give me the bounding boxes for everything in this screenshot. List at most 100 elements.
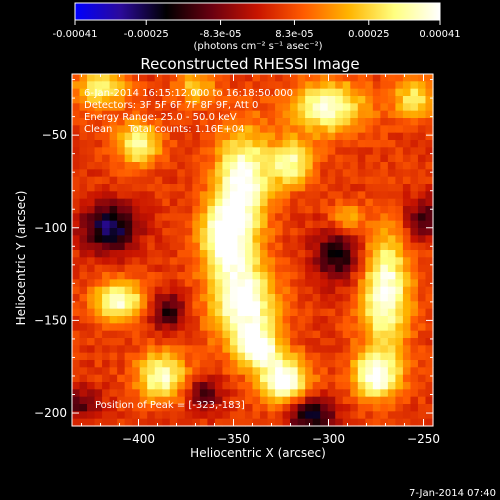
heatmap-cell xyxy=(357,198,366,207)
heatmap-cell xyxy=(154,396,163,405)
heatmap-cell xyxy=(275,132,284,141)
heatmap-cell xyxy=(229,220,239,229)
heatmap-cell xyxy=(222,264,231,273)
heatmap-cell xyxy=(199,220,208,229)
heatmap-cell xyxy=(244,206,254,214)
heatmap-cell xyxy=(102,250,111,258)
heatmap-cell xyxy=(169,184,178,192)
heatmap-cell xyxy=(320,169,329,178)
heatmap-cell xyxy=(169,169,178,178)
heatmap-cell xyxy=(147,235,156,244)
heatmap-cell xyxy=(372,235,381,244)
heatmap-cell xyxy=(244,242,254,251)
heatmap-cell xyxy=(417,279,427,288)
heatmap-cell xyxy=(252,360,261,368)
heatmap-cell xyxy=(387,147,396,156)
heatmap-cell xyxy=(177,213,186,222)
heatmap-cell xyxy=(139,162,148,170)
heatmap-cell xyxy=(244,213,254,222)
heatmap-cell xyxy=(410,264,419,273)
heatmap-cell xyxy=(290,228,299,236)
heatmap-cell xyxy=(102,220,111,229)
heatmap-cell xyxy=(417,103,427,112)
heatmap-cell xyxy=(154,88,163,97)
heatmap-cell xyxy=(162,367,171,376)
heatmap-cell xyxy=(290,360,299,368)
heatmap-cell xyxy=(395,154,404,163)
heatmap-cell xyxy=(124,191,133,200)
heatmap-cell xyxy=(214,250,224,258)
heatmap-cell xyxy=(162,301,171,310)
heatmap-cell xyxy=(357,191,366,200)
heatmap-cell xyxy=(312,250,321,258)
heatmap-cell xyxy=(87,301,96,310)
heatmap-cell xyxy=(260,418,269,427)
heatmap-cell xyxy=(177,184,186,192)
heatmap-cell xyxy=(109,96,118,104)
heatmap-cell xyxy=(365,191,374,200)
heatmap-cell xyxy=(417,404,427,412)
heatmap-cell xyxy=(365,396,374,405)
heatmap-cell xyxy=(177,323,186,332)
heatmap-cell xyxy=(297,235,306,244)
heatmap-cell xyxy=(154,330,163,339)
heatmap-cell xyxy=(282,74,291,82)
heatmap-cell xyxy=(297,382,306,390)
heatmap-cell xyxy=(199,235,208,244)
heatmap-cell xyxy=(350,374,359,383)
heatmap-cell xyxy=(305,176,314,185)
heatmap-cell xyxy=(417,176,427,185)
heatmap-cell xyxy=(365,316,374,324)
heatmap-cell xyxy=(244,352,254,361)
heatmap-cell xyxy=(237,316,246,324)
heatmap-cell xyxy=(357,272,366,280)
heatmap-cell xyxy=(124,308,133,317)
heatmap-cell xyxy=(327,286,336,295)
heatmap-cell xyxy=(260,360,269,368)
heatmap-cell xyxy=(425,418,434,427)
heatmap-cell xyxy=(297,118,306,126)
heatmap-cell xyxy=(139,323,148,332)
heatmap-cell xyxy=(244,125,254,134)
heatmap-cell xyxy=(124,316,133,324)
heatmap-cell xyxy=(410,257,419,266)
heatmap-cell xyxy=(87,235,96,244)
heatmap-cell xyxy=(124,242,133,251)
heatmap-cell xyxy=(154,81,163,90)
heatmap-cell xyxy=(192,118,201,126)
heatmap-cell xyxy=(342,242,351,251)
heatmap-cell xyxy=(342,220,351,229)
heatmap-cell xyxy=(162,125,171,134)
heatmap-cell xyxy=(109,154,118,163)
heatmap-cell xyxy=(395,279,404,288)
heatmap-cell xyxy=(207,308,216,317)
heatmap-cell xyxy=(207,147,216,156)
heatmap-cell xyxy=(342,74,351,82)
heatmap-cell xyxy=(154,352,163,361)
heatmap-cell xyxy=(350,418,359,427)
heatmap-cell xyxy=(402,198,412,207)
heatmap-cell xyxy=(357,316,366,324)
heatmap-cell xyxy=(320,330,329,339)
heatmap-cell xyxy=(184,382,193,390)
heatmap-cell xyxy=(282,191,291,200)
heatmap-cell xyxy=(417,132,427,141)
heatmap-cell xyxy=(229,316,239,324)
heatmap-cell xyxy=(395,220,404,229)
heatmap-cell xyxy=(214,418,224,427)
heatmap-cell xyxy=(244,235,254,244)
heatmap-cell xyxy=(154,206,163,214)
heatmap-cell xyxy=(154,345,163,354)
heatmap-cell xyxy=(372,257,381,266)
heatmap-cell xyxy=(387,154,396,163)
heatmap-cell xyxy=(275,110,284,119)
heatmap-cell xyxy=(410,294,419,302)
heatmap-cell xyxy=(124,220,133,229)
heatmap-cell xyxy=(192,198,201,207)
heatmap-cell xyxy=(327,389,336,398)
heatmap-cell xyxy=(222,360,231,368)
heatmap-cell xyxy=(109,257,118,266)
heatmap-cell xyxy=(425,360,434,368)
heatmap-cell xyxy=(297,404,306,412)
heatmap-cell xyxy=(312,169,321,178)
